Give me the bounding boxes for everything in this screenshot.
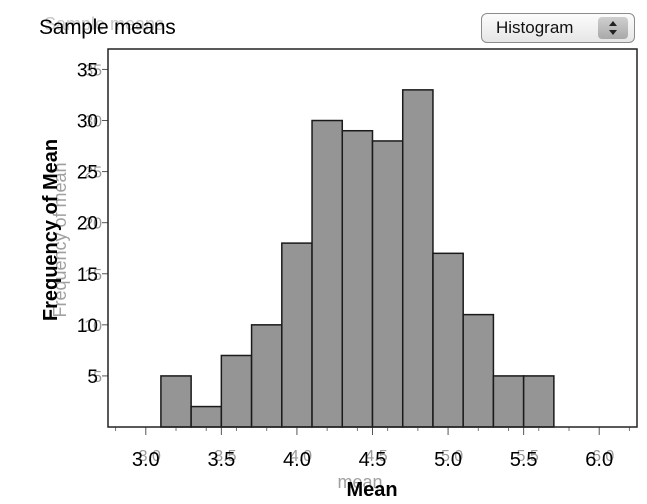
y-tick-label: 35 xyxy=(77,60,98,81)
y-axis-label-ghost: Frequency of mean xyxy=(50,162,70,317)
x-tick-label: 5.5 xyxy=(510,449,538,471)
y-tick-label-ghost: 15 xyxy=(84,267,102,284)
x-axis-label-ghost: mean xyxy=(337,472,382,492)
x-tick-label: 6.0 xyxy=(585,449,613,471)
x-tick-label-ghost: 4.5 xyxy=(365,448,387,465)
x-tick-label: 4.5 xyxy=(359,449,387,471)
x-tick-label-ghost: 4.0 xyxy=(290,448,312,465)
y-tick-label-ghost: 30 xyxy=(84,114,102,131)
histogram-bar xyxy=(522,375,555,428)
y-tick-label: 30 xyxy=(77,112,98,133)
window-title: Sample means xyxy=(39,16,176,39)
histogram-bar xyxy=(281,242,313,428)
up-down-arrows-icon xyxy=(598,17,628,39)
y-tick-label: 15 xyxy=(77,265,98,286)
histogram-bar xyxy=(432,252,464,428)
y-tick-label: 25 xyxy=(77,163,98,184)
x-tick-label-ghost: 6.0 xyxy=(592,448,614,465)
histogram-bar xyxy=(160,375,192,428)
histogram-bar xyxy=(341,129,374,428)
y-tick-label: 20 xyxy=(77,214,98,235)
histogram-bar xyxy=(250,324,283,428)
x-axis-label: Mean xyxy=(346,479,397,501)
y-tick-label-ghost: 10 xyxy=(84,318,102,335)
x-tick-label: 3.0 xyxy=(132,449,160,471)
y-tick-label-ghost: 5 xyxy=(93,369,102,386)
histogram-bars xyxy=(160,89,555,428)
histogram-bar xyxy=(311,119,344,428)
histogram-bar xyxy=(462,313,495,428)
x-tick-label: 5.0 xyxy=(434,449,462,471)
y-axis-label: Frequency of Mean xyxy=(40,139,62,321)
histogram-bar xyxy=(492,375,525,428)
y-tick-label: 5 xyxy=(87,367,98,388)
x-tick-label-ghost: 3.0 xyxy=(139,448,161,465)
plot-frame xyxy=(107,48,638,428)
view-type-selected-label: Histogram xyxy=(496,18,574,37)
histogram-bar xyxy=(401,89,434,428)
histogram-bar xyxy=(371,140,404,428)
y-tick-label-ghost: 20 xyxy=(84,216,102,233)
y-tick-label-ghost: 35 xyxy=(84,62,102,79)
y-tick-label: 10 xyxy=(77,316,98,337)
x-tick-label-ghost: 5.0 xyxy=(441,448,463,465)
window-title-ghost: Sample means xyxy=(44,14,165,34)
histogram-bar xyxy=(190,405,223,428)
x-tick-label: 4.0 xyxy=(283,449,311,471)
x-tick-label-ghost: 5.5 xyxy=(517,448,539,465)
x-tick-labels: 3.03.0 3.53.5 4.04.0 4.54.5 5.05.0 5.55.5 6.06… xyxy=(132,448,615,471)
x-tick-label: 3.5 xyxy=(207,449,235,471)
y-tick-label-ghost: 25 xyxy=(84,165,102,182)
x-tick-label-ghost: 3.5 xyxy=(214,448,236,465)
view-type-dropdown[interactable]: Histogram xyxy=(481,13,635,43)
histogram-bar xyxy=(220,354,253,428)
